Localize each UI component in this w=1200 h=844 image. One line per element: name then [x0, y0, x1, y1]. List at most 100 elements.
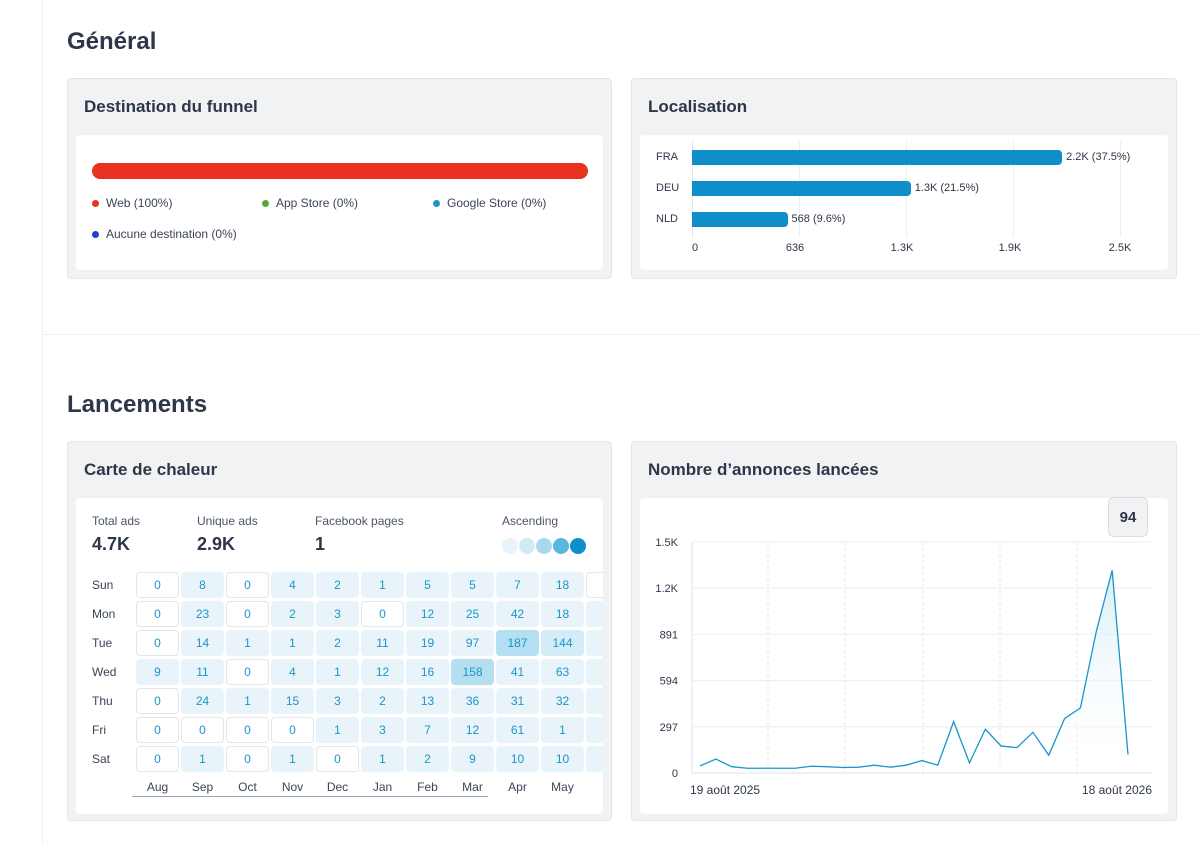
heatmap-cell[interactable]: 63 — [541, 659, 584, 685]
heatmap-cell[interactable]: 1 — [271, 746, 314, 772]
heatmap-cell[interactable]: 12 — [406, 601, 449, 627]
heatmap-cell[interactable]: 0 — [361, 601, 404, 627]
heatmap-cell[interactable]: 3 — [361, 717, 404, 743]
heatmap-cell[interactable]: 0 — [136, 572, 179, 598]
heatmap-cell[interactable]: 1 — [226, 630, 269, 656]
heatmap-cell[interactable]: 2 — [316, 572, 359, 598]
country-bar-nld[interactable] — [692, 212, 788, 227]
legend-app-store[interactable]: App Store (0%) — [262, 196, 358, 210]
heatmap-cell[interactable]: 0 — [136, 688, 179, 714]
heatmap-cell[interactable]: 41 — [496, 659, 539, 685]
heatmap-cell[interactable]: 12 — [451, 717, 494, 743]
heatmap-cell[interactable]: 23 — [181, 601, 224, 627]
heatmap-cell[interactable]: 10 — [496, 746, 539, 772]
heatmap-cell[interactable]: 0 — [181, 717, 224, 743]
y-tick-label: 0 — [672, 768, 678, 780]
heatmap-cell[interactable]: 10 — [541, 746, 584, 772]
heatmap-cell[interactable]: 4 — [271, 659, 314, 685]
heatmap-cell[interactable]: 187 — [496, 630, 539, 656]
heatmap-cell[interactable]: 0 — [226, 717, 269, 743]
heatmap-cell[interactable]: 61 — [496, 717, 539, 743]
heatmap-cell[interactable]: 18 — [541, 572, 584, 598]
heatmap-cell[interactable]: 11 — [181, 659, 224, 685]
heatmap-cell[interactable]: 7 — [406, 717, 449, 743]
heatmap-cell[interactable]: 0 — [136, 717, 179, 743]
heatmap-card-title: Carte de chaleur — [84, 460, 218, 479]
heatmap-cell[interactable]: 36 — [451, 688, 494, 714]
funnel-card: Destination du funnel Web (100%) App Sto… — [67, 78, 612, 279]
heatmap-cell[interactable]: 0 — [136, 601, 179, 627]
legend-swatch — [519, 538, 535, 554]
heatmap-cell[interactable]: 19 — [406, 630, 449, 656]
series-line[interactable] — [699, 570, 1129, 769]
heatmap-cell[interactable]: 14 — [181, 630, 224, 656]
heatmap-cell[interactable]: 18 — [541, 601, 584, 627]
heatmap-cell[interactable]: 1 — [361, 746, 404, 772]
heatmap-cell[interactable]: 144 — [541, 630, 584, 656]
heatmap-cell[interactable]: 2 — [316, 630, 359, 656]
country-bar-deu[interactable] — [692, 181, 911, 196]
heatmap-cell[interactable]: 12 — [361, 659, 404, 685]
heatmap-cell[interactable]: 97 — [451, 630, 494, 656]
launched-ads-line-chart[interactable]: 1.5K 1.2K 891 594 297 0 19 août 2025 18 août 20… — [640, 498, 1170, 814]
heatmap-cell[interactable]: 158 — [451, 659, 494, 685]
heatmap-cell[interactable]: 0 — [271, 717, 314, 743]
y-tick-label: 1.5K — [655, 537, 678, 549]
x-tick-label: 0 — [691, 242, 699, 254]
heatmap-cell[interactable]: 1 — [271, 630, 314, 656]
heatmap-cell[interactable]: 1 — [181, 746, 224, 772]
heatmap-cell-overflow — [586, 746, 603, 772]
heatmap-cell[interactable]: 1 — [541, 717, 584, 743]
country-label-fra: FRA — [656, 151, 678, 163]
heatmap-cell[interactable]: 16 — [406, 659, 449, 685]
legend-swatch — [502, 538, 518, 554]
heatmap-cell[interactable]: 1 — [316, 717, 359, 743]
stat-value-total-ads: 4.7K — [92, 534, 131, 554]
legend-label-app-store: App Store (0%) — [276, 196, 359, 210]
heatmap-day-label: Sat — [92, 752, 111, 766]
tooltip-value-badge: 94 — [1108, 497, 1148, 537]
heatmap-cell[interactable]: 42 — [496, 601, 539, 627]
heatmap-cell[interactable]: 9 — [451, 746, 494, 772]
heatmap-cell[interactable]: 0 — [226, 659, 269, 685]
heatmap-body: Total ads 4.7K Unique ads 2.9K Facebook … — [76, 498, 603, 814]
heatmap-cell[interactable]: 32 — [541, 688, 584, 714]
heatmap-cell[interactable]: 2 — [406, 746, 449, 772]
heatmap-cell[interactable]: 1 — [361, 572, 404, 598]
heatmap-cell[interactable]: 24 — [181, 688, 224, 714]
heatmap-cell[interactable]: 31 — [496, 688, 539, 714]
heatmap-cell[interactable]: 3 — [316, 688, 359, 714]
heatmap-cell[interactable]: 3 — [316, 601, 359, 627]
country-bar-fra[interactable] — [692, 150, 1063, 165]
localisation-card: Localisation FRA 2.2K (37.5%) DEU 1.3K (… — [631, 78, 1177, 279]
heatmap-cell[interactable]: 0 — [136, 630, 179, 656]
heatmap-cell[interactable]: 1 — [316, 659, 359, 685]
heatmap-cell[interactable]: 9 — [136, 659, 179, 685]
heatmap-cell[interactable]: 13 — [406, 688, 449, 714]
heatmap-cell[interactable]: 25 — [451, 601, 494, 627]
heatmap-cell[interactable]: 4 — [271, 572, 314, 598]
legend-google-store[interactable]: Google Store (0%) — [433, 196, 546, 210]
heatmap-cell[interactable]: 11 — [361, 630, 404, 656]
heatmap-cell[interactable]: 7 — [496, 572, 539, 598]
stat-label-facebook-pages: Facebook pages — [315, 514, 404, 528]
funnel-bar-web[interactable] — [92, 163, 588, 179]
heatmap-cell[interactable]: 1 — [226, 688, 269, 714]
heatmap-cell[interactable]: 0 — [226, 746, 269, 772]
heatmap-cell[interactable]: 15 — [271, 688, 314, 714]
heatmap-cell[interactable]: 2 — [361, 688, 404, 714]
heatmap-cell[interactable]: 0 — [316, 746, 359, 772]
heatmap-cell[interactable]: 8 — [181, 572, 224, 598]
heatmap-cell[interactable]: 5 — [451, 572, 494, 598]
heatmap-cell-overflow — [586, 601, 603, 627]
heatmap-card: Carte de chaleur Total ads 4.7K Unique a… — [67, 441, 612, 821]
heatmap-cell[interactable]: 0 — [226, 601, 269, 627]
legend-no-destination[interactable]: Aucune destination (0%) — [92, 227, 237, 241]
heatmap-cell[interactable]: 2 — [271, 601, 314, 627]
heatmap-cell[interactable]: 5 — [406, 572, 449, 598]
heatmap-month-label: Mar — [462, 780, 483, 794]
heatmap-month-label: Dec — [326, 780, 349, 794]
legend-web[interactable]: Web (100%) — [92, 196, 172, 210]
heatmap-cell[interactable]: 0 — [136, 746, 179, 772]
heatmap-cell[interactable]: 0 — [226, 572, 269, 598]
